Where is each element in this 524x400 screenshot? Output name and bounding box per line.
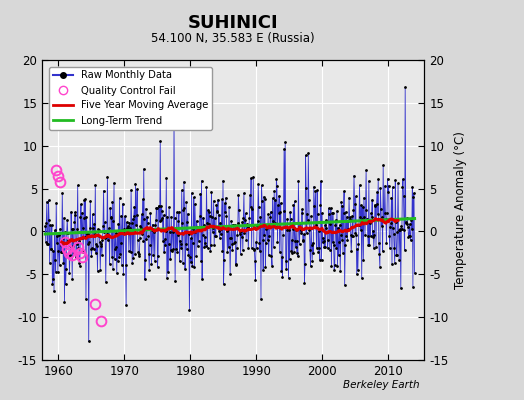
Legend: Raw Monthly Data, Quality Control Fail, Five Year Moving Average, Long-Term Tren: Raw Monthly Data, Quality Control Fail, … <box>49 66 212 130</box>
Text: 54.100 N, 35.583 E (Russia): 54.100 N, 35.583 E (Russia) <box>151 32 315 45</box>
Text: Berkeley Earth: Berkeley Earth <box>343 380 419 390</box>
Text: SUHINICI: SUHINICI <box>188 14 278 32</box>
Y-axis label: Temperature Anomaly (°C): Temperature Anomaly (°C) <box>454 131 467 289</box>
